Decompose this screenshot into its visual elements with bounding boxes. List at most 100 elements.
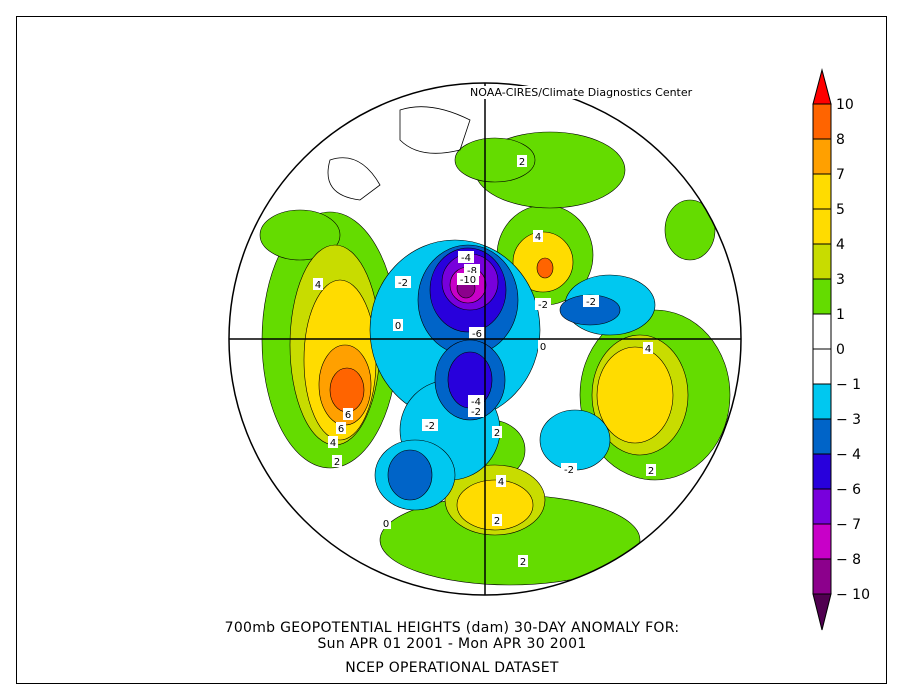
contour-label-bg (535, 298, 551, 310)
contour-label-bg (561, 463, 577, 475)
contour-label: 0 (540, 342, 546, 353)
contour-label-bg (496, 475, 506, 487)
colorbar-label: − 6 (836, 482, 861, 498)
colorbar-segment (812, 348, 832, 385)
colorbar-segment (812, 173, 832, 210)
colorbar-label: 5 (836, 202, 845, 218)
contour-label: 4 (315, 280, 321, 291)
plot-frame (16, 16, 887, 684)
colorbar-label: 4 (836, 237, 845, 253)
contour-label: -2 (538, 300, 548, 311)
contour-label-bg (517, 155, 527, 167)
anomaly-region (456, 479, 534, 531)
anomaly-region (596, 346, 674, 444)
contour-label-bg (533, 230, 543, 242)
contour-label-bg (469, 327, 485, 339)
contour-label-bg (457, 273, 479, 285)
contour-label-bg (643, 342, 653, 354)
contour-label-bg (422, 419, 438, 431)
colorbar-label: 1 (836, 307, 845, 323)
contour-label: 0 (395, 321, 401, 332)
contour-label: 6 (338, 424, 344, 435)
contour-label: -2 (564, 465, 574, 476)
colorbar-segment (812, 278, 832, 315)
contour-label-bg (336, 422, 346, 434)
contour-label: 2 (648, 466, 654, 477)
colorbar-label: − 7 (836, 517, 861, 533)
contour-label: -2 (586, 297, 596, 308)
colorbar-segment (812, 243, 832, 280)
colorbar-segment (812, 208, 832, 245)
caption-dataset: NCEP OPERATIONAL DATASET (345, 660, 559, 676)
contour-label: -2 (398, 278, 408, 289)
colorbar-label: 3 (836, 272, 845, 288)
anomaly-region (454, 137, 536, 183)
colorbar-label: − 1 (836, 377, 861, 393)
anomaly-region (329, 367, 365, 413)
contour-label: -8 (467, 266, 477, 277)
colorbar-segment (812, 418, 832, 455)
caption-title: 700mb GEOPOTENTIAL HEIGHTS (dam) 30-DAY … (224, 620, 680, 636)
contour-label: 2 (334, 457, 340, 468)
colorbar-under-triangle (812, 593, 832, 631)
contour-label-bg (492, 426, 502, 438)
contour-label-bg (583, 295, 599, 307)
contour-label: 2 (494, 516, 500, 527)
contour-label-bg (395, 276, 411, 288)
contour-label: -4 (471, 397, 481, 408)
contour-label-bg (332, 455, 342, 467)
contour-label: 4 (645, 344, 651, 355)
contour-label-bg (538, 340, 548, 352)
contour-label: -2 (425, 421, 435, 432)
contour-label-bg (381, 517, 391, 529)
anomaly-region (664, 199, 716, 261)
colorbar-label: − 4 (836, 447, 861, 463)
anomaly-region (387, 449, 433, 501)
caption-dates: Sun APR 01 2001 - Mon APR 30 2001 (317, 636, 587, 652)
colorbar-label: 7 (836, 167, 845, 183)
contour-label: 4 (498, 477, 504, 488)
contour-label-bg (518, 555, 528, 567)
colorbar-segment (812, 138, 832, 175)
contour-label: -2 (471, 407, 481, 418)
contour-label: 2 (519, 157, 525, 168)
contour-label-bg (492, 514, 502, 526)
colorbar-label: − 8 (836, 552, 861, 568)
colorbar-label: 8 (836, 132, 845, 148)
colorbar-label: 0 (836, 342, 845, 358)
colorbar-segment (812, 453, 832, 490)
contour-label: 4 (330, 438, 336, 449)
contour-label: -4 (461, 253, 471, 264)
anomaly-region (539, 409, 611, 471)
credit-text: NOAA-CIRES/Climate Diagnostics Center (468, 86, 695, 99)
anomaly-region (259, 209, 341, 261)
contour-label: 4 (535, 232, 541, 243)
contour-label: -10 (460, 275, 476, 286)
colorbar-segment (812, 313, 832, 350)
contour-label: 2 (520, 557, 526, 568)
colorbar-segment (812, 103, 832, 140)
contour-label: 0 (383, 519, 389, 530)
contour-label: 6 (345, 410, 351, 421)
contour-label-bg (468, 395, 484, 407)
contour-label-bg (328, 436, 338, 448)
contour-label: -6 (472, 329, 482, 340)
colorbar-segment (812, 488, 832, 525)
contour-label-bg (646, 464, 656, 476)
colorbar-label: 10 (836, 97, 854, 113)
contour-label-bg (343, 408, 353, 420)
contour-label-bg (393, 319, 403, 331)
colorbar-over-triangle (812, 68, 832, 105)
colorbar-label: − 10 (836, 587, 870, 603)
contour-label: 2 (494, 428, 500, 439)
contour-label-bg (313, 278, 323, 290)
colorbar-label: − 3 (836, 412, 861, 428)
contour-label-bg (458, 251, 474, 263)
anomaly-field (259, 106, 731, 586)
colorbar-segment (812, 558, 832, 595)
contour-label-bg (468, 405, 484, 417)
coastline (327, 106, 471, 201)
